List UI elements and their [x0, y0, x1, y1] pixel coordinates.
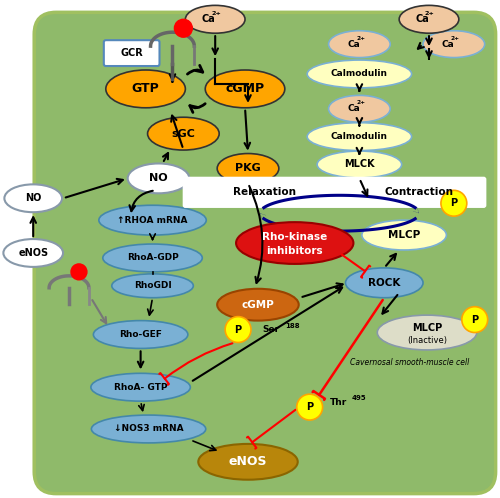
Text: RhoA- GTP: RhoA- GTP	[114, 383, 168, 392]
Text: P: P	[471, 315, 478, 325]
Text: PKG: PKG	[235, 163, 261, 173]
Ellipse shape	[307, 60, 412, 88]
Text: Rho-kinase: Rho-kinase	[262, 232, 328, 242]
Ellipse shape	[206, 70, 285, 108]
FancyBboxPatch shape	[184, 177, 486, 207]
Ellipse shape	[92, 415, 206, 443]
Text: Calmodulin: Calmodulin	[331, 70, 388, 79]
Ellipse shape	[112, 274, 194, 298]
Text: Cavernosal smooth-muscle cell: Cavernosal smooth-muscle cell	[350, 358, 469, 367]
Ellipse shape	[378, 315, 476, 350]
Ellipse shape	[217, 289, 298, 321]
Ellipse shape	[148, 117, 219, 150]
Text: 2+: 2+	[356, 101, 365, 106]
Text: inhibitors: inhibitors	[266, 246, 323, 256]
Ellipse shape	[4, 184, 62, 212]
Ellipse shape	[217, 153, 279, 183]
Text: P: P	[306, 402, 313, 412]
Text: Ca: Ca	[347, 40, 360, 49]
Text: GTP: GTP	[132, 82, 160, 96]
FancyBboxPatch shape	[104, 40, 160, 66]
Text: RhoA-GDP: RhoA-GDP	[126, 253, 178, 262]
Ellipse shape	[328, 95, 390, 122]
Text: Contraction: Contraction	[384, 187, 454, 197]
Ellipse shape	[423, 31, 484, 58]
Text: 495: 495	[352, 395, 366, 401]
Ellipse shape	[236, 222, 354, 264]
Text: 2+: 2+	[211, 10, 221, 15]
Text: sGC: sGC	[172, 128, 196, 138]
Text: MLCP: MLCP	[412, 323, 442, 333]
Text: cGMP: cGMP	[226, 82, 264, 96]
Ellipse shape	[106, 70, 186, 108]
Text: (Inactive): (Inactive)	[407, 336, 447, 345]
FancyBboxPatch shape	[34, 12, 496, 494]
Text: ↓NOS3 mRNA: ↓NOS3 mRNA	[114, 424, 184, 433]
Text: 2+: 2+	[356, 36, 365, 41]
Text: 2+: 2+	[425, 10, 434, 15]
Text: Rho-GEF: Rho-GEF	[119, 330, 162, 339]
Circle shape	[71, 264, 87, 280]
Text: ↑RHOA mRNA: ↑RHOA mRNA	[118, 216, 188, 225]
Circle shape	[462, 307, 487, 333]
Text: P: P	[450, 198, 458, 208]
Ellipse shape	[103, 244, 202, 272]
Ellipse shape	[186, 5, 245, 33]
Ellipse shape	[328, 31, 390, 58]
Text: Ca: Ca	[347, 104, 360, 113]
Text: Ca: Ca	[415, 14, 429, 24]
Circle shape	[225, 317, 251, 343]
Ellipse shape	[198, 444, 298, 480]
Text: eNOS: eNOS	[229, 455, 268, 468]
Text: Relaxation: Relaxation	[234, 187, 296, 197]
Ellipse shape	[307, 123, 412, 150]
Text: MLCP: MLCP	[388, 230, 420, 240]
Ellipse shape	[94, 321, 188, 349]
Text: 188: 188	[285, 323, 300, 329]
Text: Calmodulin: Calmodulin	[331, 132, 388, 141]
Circle shape	[174, 19, 192, 37]
Circle shape	[296, 394, 322, 420]
Text: cGMP: cGMP	[242, 300, 274, 310]
Ellipse shape	[91, 374, 190, 401]
Text: MLCK: MLCK	[344, 159, 374, 169]
Ellipse shape	[128, 163, 190, 193]
Text: NO: NO	[25, 193, 42, 203]
Ellipse shape	[399, 5, 459, 33]
Circle shape	[441, 190, 467, 216]
Text: Ca: Ca	[202, 14, 215, 24]
Text: ROCK: ROCK	[368, 278, 400, 288]
Text: Thr: Thr	[330, 397, 347, 407]
Text: GCR: GCR	[120, 48, 143, 58]
Text: P: P	[234, 325, 242, 335]
Text: NO: NO	[149, 173, 168, 183]
Ellipse shape	[346, 268, 423, 298]
Ellipse shape	[362, 220, 446, 250]
Ellipse shape	[4, 239, 63, 267]
Ellipse shape	[99, 205, 206, 235]
Text: RhoGDI: RhoGDI	[134, 281, 172, 290]
Text: Ser: Ser	[262, 325, 279, 334]
Text: 2+: 2+	[450, 36, 460, 41]
Text: eNOS: eNOS	[18, 248, 48, 258]
Ellipse shape	[317, 151, 402, 178]
Text: Ca: Ca	[442, 40, 454, 49]
